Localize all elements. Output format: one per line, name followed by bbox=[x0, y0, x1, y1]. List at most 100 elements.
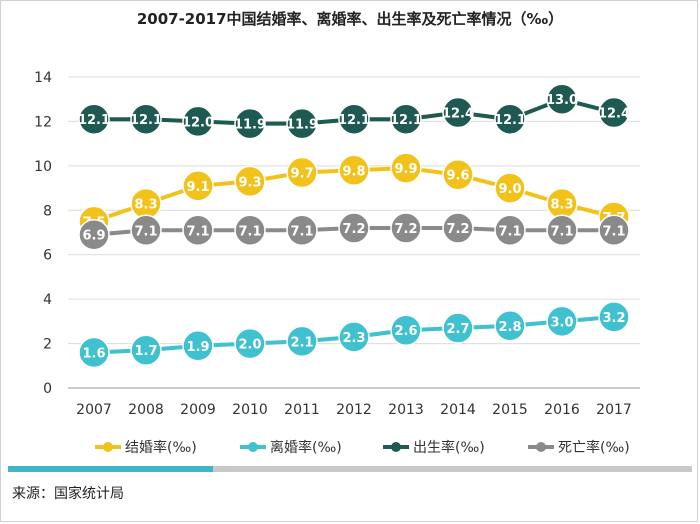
data-label: 8.3 bbox=[550, 198, 573, 213]
data-label: 3.0 bbox=[550, 315, 573, 330]
data-label: 12.1 bbox=[130, 113, 162, 128]
series-3: 6.9 7.1 7.1 7.1 7.1 7.2 7.2 7.2 7.1 7.1 7.1 bbox=[78, 212, 630, 251]
data-label: 12.0 bbox=[182, 115, 214, 130]
data-label: 2.6 bbox=[394, 324, 417, 339]
y-tick-label: 14 bbox=[34, 70, 52, 86]
x-tick-label: 2009 bbox=[180, 402, 216, 418]
data-point bbox=[338, 321, 370, 353]
data-point bbox=[442, 158, 474, 191]
data-label: 12.1 bbox=[494, 113, 526, 128]
x-tick-label: 2015 bbox=[492, 402, 528, 418]
y-tick-label: 12 bbox=[34, 114, 52, 130]
x-tick-label: 2008 bbox=[128, 402, 164, 418]
data-point bbox=[546, 214, 578, 247]
x-tick-label: 2017 bbox=[596, 402, 632, 418]
data-label: 12.1 bbox=[338, 113, 370, 128]
data-point bbox=[494, 103, 526, 135]
data-label: 7.1 bbox=[134, 224, 157, 239]
data-point bbox=[494, 172, 526, 204]
data-point bbox=[546, 305, 578, 338]
y-tick-label: 6 bbox=[43, 248, 52, 264]
data-point bbox=[234, 165, 266, 198]
data-point bbox=[338, 154, 370, 187]
x-tick-label: 2010 bbox=[232, 402, 268, 418]
data-point bbox=[338, 103, 370, 135]
data-label: 7.1 bbox=[550, 224, 573, 239]
data-point bbox=[78, 218, 110, 251]
data-point bbox=[130, 334, 162, 366]
legend-swatch-marker bbox=[536, 442, 546, 452]
legend-label: 结婚率(‰) bbox=[125, 439, 197, 456]
series-1: 1.6 1.7 1.9 2.0 2.1 2.3 2.6 2.7 2.8 3.0 3.2 bbox=[78, 301, 630, 369]
data-label: 8.3 bbox=[134, 198, 157, 213]
data-label: 7.2 bbox=[342, 222, 365, 237]
legend-swatch-marker bbox=[248, 442, 258, 452]
y-tick-label: 10 bbox=[34, 159, 52, 175]
footer-divider bbox=[8, 466, 692, 472]
data-point bbox=[390, 152, 422, 184]
data-label: 12.4 bbox=[442, 107, 474, 122]
data-point bbox=[494, 310, 526, 342]
y-tick-label: 4 bbox=[43, 292, 52, 308]
data-label: 2.8 bbox=[498, 320, 521, 335]
legend-label: 死亡率(‰) bbox=[558, 439, 630, 456]
series-0: 7.58.39.19.39.79.89.99.69.08.37.7 bbox=[78, 152, 630, 238]
data-label: 7.2 bbox=[394, 222, 417, 237]
y-axis-ticks: 0 2 4 6 8 10 12 14 bbox=[34, 70, 52, 397]
x-tick-label: 2011 bbox=[284, 402, 320, 418]
data-label: 7.1 bbox=[602, 224, 625, 239]
data-label: 12.4 bbox=[598, 107, 630, 122]
footer-divider-accent bbox=[8, 466, 213, 472]
data-point bbox=[286, 156, 318, 189]
data-point bbox=[182, 105, 214, 138]
data-label: 13.0 bbox=[546, 93, 578, 108]
data-label: 9.0 bbox=[498, 182, 521, 197]
data-point bbox=[338, 212, 370, 244]
data-point bbox=[78, 336, 110, 369]
legend-label: 出生率(‰) bbox=[413, 439, 485, 456]
data-label: 7.1 bbox=[238, 224, 261, 239]
data-label: 11.9 bbox=[286, 118, 318, 133]
data-label: 11.9 bbox=[234, 118, 266, 133]
data-point bbox=[442, 96, 474, 129]
data-point bbox=[546, 83, 578, 115]
y-tick-label: 0 bbox=[43, 381, 52, 397]
data-label: 9.6 bbox=[446, 169, 469, 184]
data-point bbox=[390, 212, 422, 244]
data-point bbox=[286, 107, 318, 140]
data-label: 12.1 bbox=[390, 113, 422, 128]
data-point bbox=[598, 96, 630, 129]
legend-swatch-marker bbox=[391, 442, 401, 452]
data-point bbox=[598, 214, 630, 247]
chart-title: 2007-2017中国结婚率、离婚率、出生率及死亡率情况（‰） bbox=[136, 10, 564, 28]
data-label: 9.3 bbox=[238, 175, 261, 190]
data-label: 1.7 bbox=[134, 344, 157, 359]
data-label: 1.6 bbox=[82, 346, 105, 361]
data-point bbox=[494, 214, 526, 247]
legend-swatch-marker bbox=[103, 442, 113, 452]
data-label: 12.1 bbox=[78, 113, 110, 128]
legend: 结婚率(‰) 离婚率(‰) 出生率(‰) 死亡率(‰) bbox=[95, 439, 630, 456]
data-label: 3.2 bbox=[602, 311, 625, 326]
data-point bbox=[130, 214, 162, 247]
data-point bbox=[390, 103, 422, 135]
data-label: 2.3 bbox=[342, 331, 365, 346]
data-point bbox=[182, 214, 214, 247]
x-axis-ticks: 2007 2008 2009 2010 2011 2012 2013 2014 2015 2016… bbox=[76, 402, 632, 418]
legend-label: 离婚率(‰) bbox=[270, 439, 342, 456]
data-label: 9.9 bbox=[394, 162, 417, 177]
data-point bbox=[234, 214, 266, 247]
data-point bbox=[390, 314, 422, 346]
data-label: 7.1 bbox=[186, 224, 209, 239]
data-label: 6.9 bbox=[82, 229, 105, 244]
x-tick-label: 2014 bbox=[440, 402, 476, 418]
data-label: 2.0 bbox=[238, 338, 261, 353]
source-note: 来源：国家统计局 bbox=[12, 486, 124, 502]
x-tick-label: 2007 bbox=[76, 402, 112, 418]
x-tick-label: 2013 bbox=[388, 402, 424, 418]
y-tick-label: 2 bbox=[43, 337, 52, 353]
data-point bbox=[598, 301, 630, 333]
data-point bbox=[286, 214, 318, 247]
y-tick-label: 8 bbox=[43, 203, 52, 219]
data-label: 9.1 bbox=[186, 180, 209, 195]
